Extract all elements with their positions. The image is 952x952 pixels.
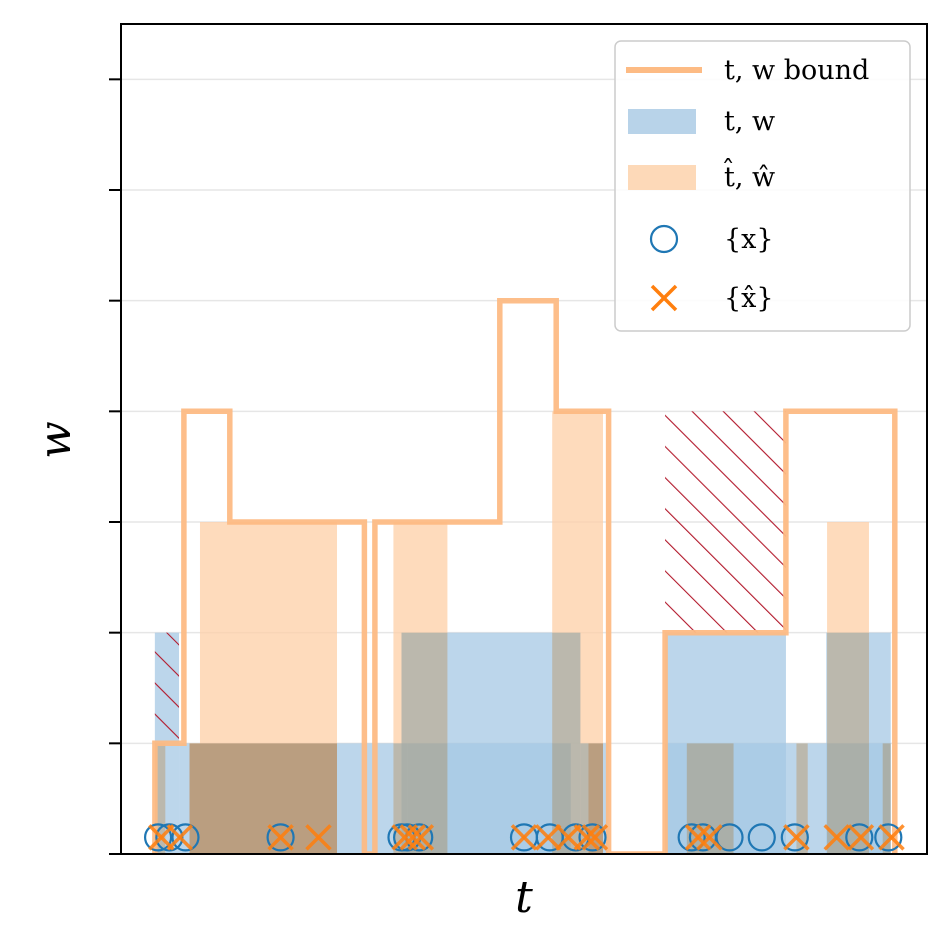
legend: t, w bound t, w t̂, ŵ {x} {x̂} bbox=[614, 40, 911, 332]
x-point bbox=[266, 823, 295, 852]
x-point bbox=[845, 823, 874, 852]
xhat-point bbox=[267, 824, 294, 851]
legend-item-tw: t, w bbox=[628, 106, 775, 137]
legend-item-x: {x} bbox=[649, 224, 774, 255]
xhat-point bbox=[407, 824, 435, 851]
legend-swatch bbox=[649, 224, 679, 254]
x-point bbox=[715, 823, 744, 852]
xhat-point bbox=[783, 824, 810, 851]
legend-item-thw: t̂, ŵ bbox=[628, 158, 775, 193]
plot-area bbox=[143, 297, 905, 854]
y-ticks bbox=[109, 78, 121, 855]
bound-line bbox=[152, 297, 898, 854]
x-axis-label: t bbox=[515, 872, 533, 923]
thw-bars bbox=[154, 411, 891, 854]
xhat-point bbox=[684, 824, 712, 851]
xhat-point bbox=[166, 824, 194, 851]
y-axis-label: w bbox=[30, 421, 81, 459]
legend-swatch bbox=[650, 284, 678, 312]
legend-label: t, w bound bbox=[724, 55, 869, 86]
xhat-point bbox=[555, 824, 582, 851]
x-point bbox=[874, 823, 903, 852]
hatched-region bbox=[154, 632, 180, 744]
legend-label: t, w bbox=[724, 106, 775, 137]
x-point bbox=[143, 823, 173, 852]
legend-item-bound: t, w bound bbox=[626, 55, 869, 86]
thw-bar bbox=[154, 743, 166, 854]
legend-swatch bbox=[628, 109, 696, 134]
legend-swatch bbox=[628, 165, 696, 190]
x-point bbox=[747, 823, 776, 852]
x-point bbox=[171, 823, 200, 852]
xhat-point bbox=[823, 824, 850, 851]
xhat-point bbox=[148, 824, 175, 851]
thw-bar bbox=[882, 743, 891, 854]
hatched-region bbox=[665, 411, 786, 633]
axes-frame bbox=[120, 23, 928, 855]
x-point bbox=[677, 823, 706, 852]
xhat-point bbox=[510, 824, 538, 851]
xhat-point bbox=[573, 824, 601, 851]
xhat-point bbox=[399, 824, 427, 851]
xhat-point bbox=[696, 824, 723, 851]
thw-bar bbox=[796, 743, 808, 854]
bound-step-line bbox=[152, 297, 898, 854]
points bbox=[143, 823, 905, 852]
x-point bbox=[780, 823, 809, 852]
legend-label: {x̂} bbox=[724, 283, 774, 314]
xhat-point bbox=[581, 824, 609, 851]
legend-label: t̂, ŵ bbox=[724, 158, 775, 193]
legend-item-xhat: {x̂} bbox=[650, 283, 774, 314]
x-point bbox=[155, 823, 184, 852]
x-point bbox=[578, 823, 607, 852]
thw-bar bbox=[189, 743, 338, 854]
xhat-point bbox=[534, 824, 562, 851]
thw-bar bbox=[827, 522, 869, 854]
xhat-point bbox=[305, 824, 332, 851]
legend-label: {x} bbox=[724, 224, 774, 255]
xhat-point bbox=[847, 824, 875, 851]
thw-bar bbox=[393, 522, 448, 854]
xhat-point bbox=[878, 824, 905, 851]
hatched-regions bbox=[154, 411, 786, 744]
